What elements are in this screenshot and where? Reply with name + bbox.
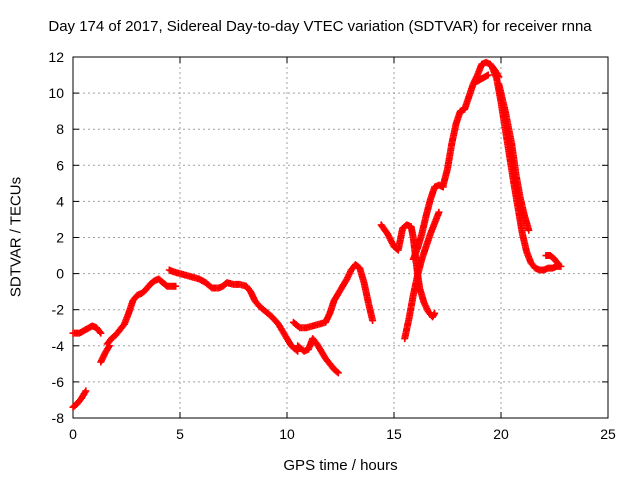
data-point [555,261,563,269]
x-tick-label: 20 [493,426,509,442]
x-tick-label: 5 [176,426,184,442]
y-tick-label: 4 [56,193,64,209]
y-tick-label: 10 [48,85,64,101]
data-point [172,282,180,290]
data-point [525,226,533,234]
y-tick-label: -6 [52,374,65,390]
data-point [435,208,443,216]
y-tick-label: -8 [52,410,65,426]
data-point-interp [96,328,104,336]
data-point-interp [554,259,562,267]
x-tick-label: 0 [69,426,77,442]
data-point [484,71,492,79]
y-tick-label: 2 [56,230,64,246]
axis-layer: 0 5 10 15 20 25 -8 -6 -4 -2 0 2 4 6 8 10 12 [48,49,616,442]
chart-title: Day 174 of 2017, Sidereal Day-to-day VTE… [48,18,592,35]
y-tick-label: 12 [48,49,64,65]
data-point [82,387,90,395]
y-tick-label: -4 [52,338,65,354]
data-point [334,369,342,377]
data-point-interp [333,368,341,376]
grid-layer [73,57,608,418]
x-tick-label: 25 [600,426,616,442]
data-point-interp [81,388,89,396]
data-point [97,329,105,337]
y-tick-label: 8 [56,121,64,137]
data-point [431,309,439,317]
x-tick-label: 10 [279,426,295,442]
y-tick-label: 6 [56,157,64,173]
y-tick-label: -2 [52,302,65,318]
marks-layer [69,58,565,411]
data-point [369,317,377,325]
y-tick-label: 0 [56,266,64,282]
x-axis-label: GPS time / hours [283,457,398,474]
x-tick-label: 15 [386,426,402,442]
